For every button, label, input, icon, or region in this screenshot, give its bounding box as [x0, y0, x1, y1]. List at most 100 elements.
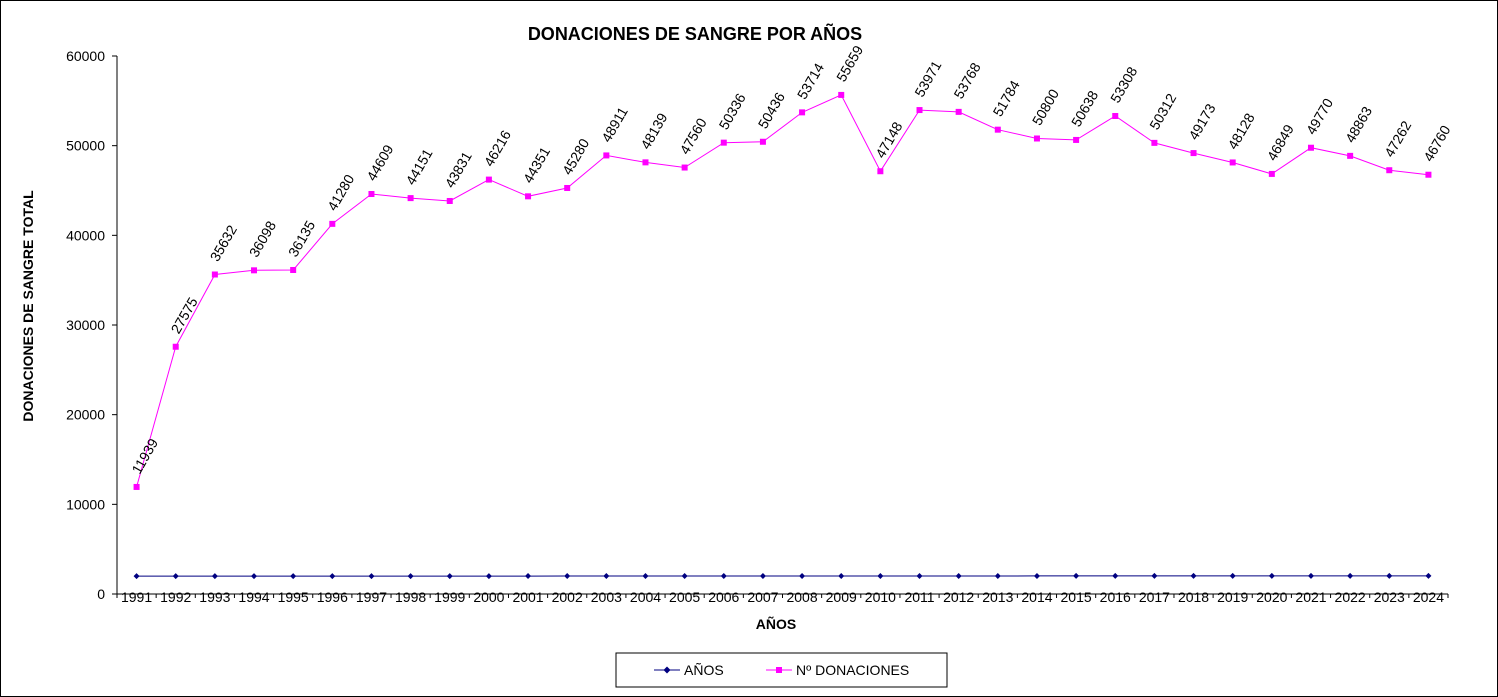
data-point — [1151, 139, 1158, 146]
data-point — [407, 195, 414, 202]
data-point — [172, 343, 179, 350]
data-label: 51784 — [990, 77, 1023, 119]
y-tick-label: 50000 — [66, 138, 105, 154]
data-point — [1229, 572, 1236, 579]
data-label: 53714 — [794, 60, 827, 102]
x-tick-label: 2006 — [708, 589, 739, 605]
x-tick-label: 1993 — [199, 589, 230, 605]
data-label: 47262 — [1381, 118, 1414, 160]
data-label: 27575 — [167, 294, 200, 336]
y-tick-label: 20000 — [66, 407, 105, 423]
data-label: 36098 — [246, 218, 279, 260]
data-point — [1347, 572, 1354, 579]
data-point — [329, 573, 336, 580]
x-tick-label: 2019 — [1217, 589, 1248, 605]
data-point — [485, 176, 492, 183]
data-point — [133, 573, 140, 580]
data-point — [642, 573, 649, 580]
data-point — [1073, 136, 1080, 143]
data-point — [955, 572, 962, 579]
data-point — [1307, 572, 1314, 579]
data-label: 46216 — [481, 127, 514, 169]
data-label: 50638 — [1068, 88, 1101, 130]
x-tick-label: 1996 — [317, 589, 348, 605]
data-point — [603, 152, 610, 159]
x-tick-label: 2020 — [1256, 589, 1287, 605]
x-tick-label: 2010 — [865, 589, 896, 605]
x-tick-label: 2017 — [1139, 589, 1170, 605]
data-point — [799, 109, 806, 116]
x-tick-label: 2016 — [1100, 589, 1131, 605]
data-label: 43831 — [442, 149, 475, 191]
x-tick-label: 1995 — [278, 589, 309, 605]
x-axis-ticks: 1991 1992 1993 1994 1995 1996 1997 1998 1999 2000… — [116, 589, 1449, 605]
series-layer — [133, 91, 1432, 580]
x-tick-label: 1997 — [356, 589, 387, 605]
x-tick-label: 2003 — [591, 589, 622, 605]
legend-label-donaciones: Nº DONACIONES — [796, 662, 909, 678]
x-tick-label: 2024 — [1413, 589, 1444, 605]
data-point — [525, 573, 532, 580]
y-tick-label: 40000 — [66, 227, 105, 243]
data-point — [838, 91, 845, 98]
x-tick-label: 2022 — [1335, 589, 1366, 605]
data-point — [1112, 113, 1119, 120]
x-tick-label: 2004 — [630, 589, 661, 605]
data-point — [1307, 144, 1314, 151]
data-point — [1386, 167, 1393, 174]
data-label: 46760 — [1420, 122, 1453, 164]
data-label: 36135 — [285, 218, 318, 260]
data-label: 11939 — [128, 435, 161, 476]
data-point — [994, 126, 1001, 133]
data-label: 48911 — [598, 104, 631, 145]
data-point — [290, 266, 297, 273]
x-axis-title: AÑOS — [756, 615, 796, 632]
data-point — [1386, 572, 1393, 579]
data-point — [1190, 150, 1197, 157]
y-axis-ticks: 0 10000 20000 30000 40000 50000 60000 — [66, 48, 117, 602]
data-label: 48128 — [1224, 110, 1257, 152]
data-label: 50312 — [1146, 90, 1179, 132]
data-point — [799, 572, 806, 579]
data-point — [759, 138, 766, 145]
data-point — [1425, 572, 1432, 579]
x-tick-label: 2012 — [943, 589, 974, 605]
data-point — [211, 271, 218, 278]
x-tick-label: 1999 — [434, 589, 465, 605]
data-point — [446, 197, 453, 204]
data-label: 41280 — [324, 171, 357, 213]
data-label: 55659 — [833, 42, 866, 84]
x-tick-label: 1994 — [238, 589, 269, 605]
x-tick-label: 2007 — [747, 589, 778, 605]
data-point — [916, 107, 923, 114]
data-point — [1347, 152, 1354, 159]
data-label: 44151 — [402, 146, 435, 188]
data-label: 50436 — [755, 89, 788, 131]
data-point — [1112, 572, 1119, 579]
data-point — [838, 572, 845, 579]
legend-marker-donaciones — [776, 667, 782, 673]
data-point — [525, 193, 532, 200]
data-point — [877, 168, 884, 175]
data-point — [407, 573, 414, 580]
x-tick-label: 2013 — [982, 589, 1013, 605]
x-tick-label: 2015 — [1061, 589, 1092, 605]
data-point — [1229, 159, 1236, 166]
chart-title: DONACIONES DE SANGRE POR AÑOS — [528, 23, 862, 44]
data-point — [290, 573, 297, 580]
data-label: 49770 — [1303, 95, 1336, 137]
data-label: 47560 — [676, 115, 709, 157]
x-tick-label: 2000 — [473, 589, 504, 605]
legend-marker-anos — [663, 666, 671, 674]
data-point — [603, 573, 610, 580]
data-label: 50800 — [1029, 86, 1062, 128]
legend: AÑOS Nº DONACIONES — [615, 652, 948, 688]
x-tick-label: 2021 — [1295, 589, 1326, 605]
data-label: 46849 — [1264, 121, 1297, 163]
data-point — [251, 267, 258, 274]
data-point — [564, 573, 571, 580]
data-point — [1268, 170, 1275, 177]
